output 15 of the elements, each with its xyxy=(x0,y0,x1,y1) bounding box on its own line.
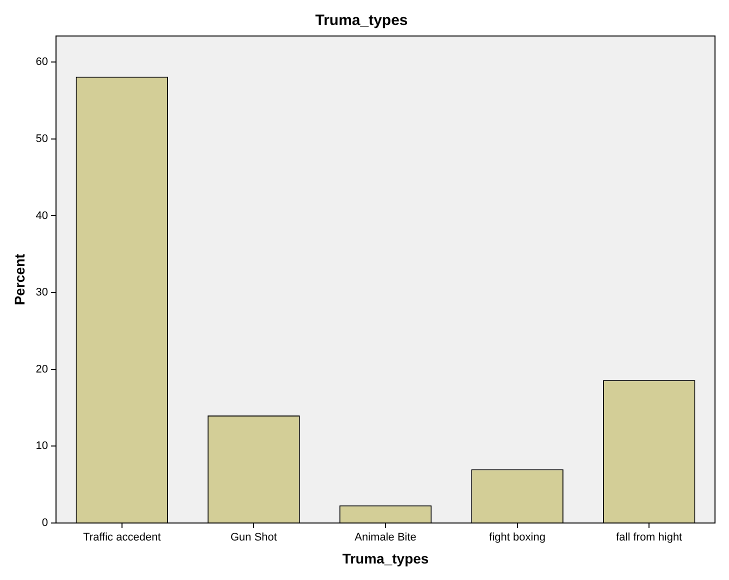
x-axis-title: Truma_types xyxy=(342,550,429,566)
y-axis-title: Percent xyxy=(11,253,28,306)
x-tick-label: Traffic accedent xyxy=(83,532,161,544)
x-tick-label: Gun Shot xyxy=(230,532,277,544)
y-tick-label: 0 xyxy=(42,517,48,530)
y-tick-label: 60 xyxy=(36,56,48,68)
chart-title: Truma_types xyxy=(315,12,408,30)
y-tick-label: 50 xyxy=(36,132,48,145)
x-tick-label: fight boxing xyxy=(489,532,546,544)
y-tick-label: 20 xyxy=(36,363,48,376)
y-tick-label: 10 xyxy=(36,440,48,452)
y-tick-label: 40 xyxy=(36,210,48,222)
y-tick-label: 30 xyxy=(36,286,48,299)
x-tick-label: fall from hight xyxy=(616,532,682,544)
x-tick-label: Animale Bite xyxy=(354,532,416,544)
